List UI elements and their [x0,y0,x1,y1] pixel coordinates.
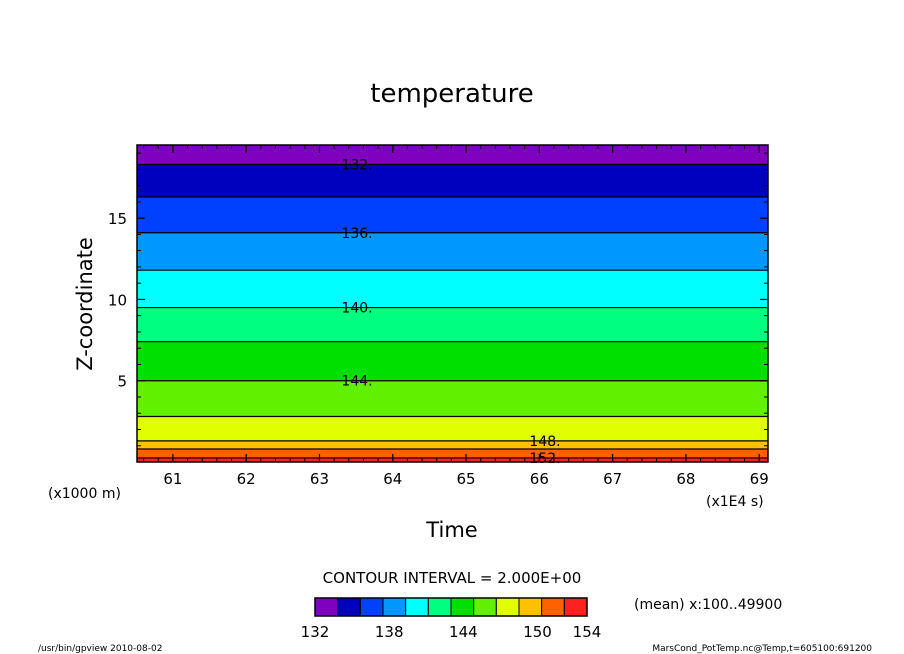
temperature-band [137,270,768,308]
colorbar: 132 138 144 150 154 [301,597,602,641]
temperature-band [137,448,768,458]
temperature-band [137,440,768,449]
x-tick-label: 61 [163,470,182,488]
temperature-band [137,380,768,417]
x-axis-label: Time [425,518,477,542]
colorbar-label: 144 [449,623,478,641]
x-tick-label: 63 [310,470,329,488]
colorbar-label: 138 [375,623,404,641]
contour-label: 140. [341,301,372,317]
x-tick-label: 65 [457,470,476,488]
x-tick-label: 68 [676,470,695,488]
x-tick-label: 64 [383,470,402,488]
colorbar-swatch [450,597,475,617]
colorbar-swatch [382,597,407,617]
contour-label: 144. [341,374,372,390]
temperature-bands [137,145,768,462]
colorbar-swatch [518,597,543,617]
colorbar-swatch [405,597,429,617]
colorbar-label: 154 [573,623,602,641]
contour-label: 136. [341,226,372,242]
mean-text: (mean) x:100..49900 [634,597,782,613]
footer-left-text: /usr/bin/gpview 2010-08-02 [38,644,162,654]
colorbar-swatch [473,597,497,617]
y-tick-label: 10 [108,291,127,309]
footer-right-text: MarsCond_PotTemp.nc@Temp,t=605100:691200 [652,644,872,654]
chart-title: temperature [370,79,533,109]
temperature-band [137,145,768,165]
contour-label: 152. [529,451,560,467]
colorbar-label: 150 [523,623,552,641]
colorbar-swatch [563,597,588,617]
colorbar-frame [314,597,588,617]
temperature-band [137,197,768,233]
colorbar-swatch [359,597,384,617]
axes: 61 62 63 64 65 66 67 68 69 5 10 15 [108,145,769,488]
x-units-label: (x1E4 s) [706,494,764,510]
y-axis-label: Z-coordinate [73,237,97,371]
contour-label: 148. [529,434,560,450]
contour-lines: 132. 136. 140. 144. 148.152. [137,158,768,467]
plot-frame [136,144,769,463]
x-tick-label: 66 [530,470,549,488]
y-tick-label: 5 [117,373,127,391]
x-tick-label: 69 [750,470,769,488]
contour-label: 132. [341,158,372,174]
temperature-band [137,341,768,381]
temperature-band [137,307,768,342]
colorbar-label: 132 [301,623,330,641]
temperature-band [137,232,768,271]
temperature-band [137,457,768,462]
colorbar-swatch [541,597,565,617]
contour-interval-text: CONTOUR INTERVAL = 2.000E+00 [323,569,582,587]
x-tick-label: 67 [603,470,622,488]
y-tick-label: 15 [108,210,127,228]
colorbar-swatch [314,597,339,617]
temperature-band [137,416,768,441]
x-tick-label: 62 [237,470,256,488]
temperature-band [137,164,768,198]
colorbar-swatch [495,597,520,617]
y-units-label: (x1000 m) [48,486,121,502]
colorbar-swatch [427,597,452,617]
colorbar-swatch [337,597,361,617]
